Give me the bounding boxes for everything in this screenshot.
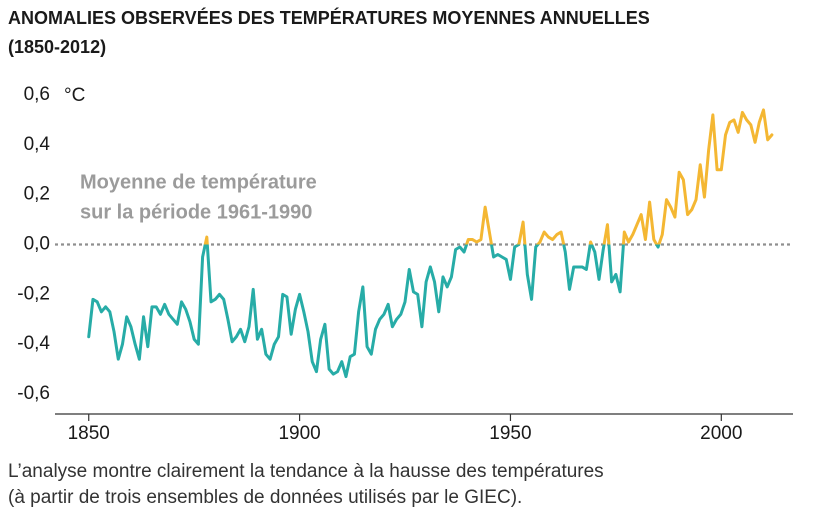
y-tick-label: 0,0 <box>24 234 50 255</box>
x-tick-label: 1900 <box>278 423 320 444</box>
y-tick-label: 0,2 <box>24 184 50 205</box>
x-tick-label: 1850 <box>68 423 110 444</box>
line-below <box>87 244 661 379</box>
x-tick-label: 1950 <box>489 423 531 444</box>
y-tick-label: 0,4 <box>24 134 51 155</box>
y-unit: °C <box>64 85 85 106</box>
chart-title: ANOMALIES OBSERVÉES DES TEMPÉRATURES MOY… <box>8 7 650 28</box>
annotation: sur la période 1961-1990 <box>80 201 312 223</box>
chart-title: (1850-2012) <box>8 37 106 57</box>
y-tick-label: 0,6 <box>24 84 50 105</box>
y-tick-label: -0,6 <box>17 383 50 404</box>
annotation: Moyenne de température <box>80 171 317 193</box>
y-tick-label: -0,2 <box>17 283 50 304</box>
line-above <box>203 108 774 245</box>
caption: (à partir de trois ensembles de données … <box>8 487 522 508</box>
caption: L’analyse montre clairement la tendance … <box>8 461 604 482</box>
y-tick-label: -0,4 <box>17 333 50 354</box>
x-tick-label: 2000 <box>700 423 742 444</box>
